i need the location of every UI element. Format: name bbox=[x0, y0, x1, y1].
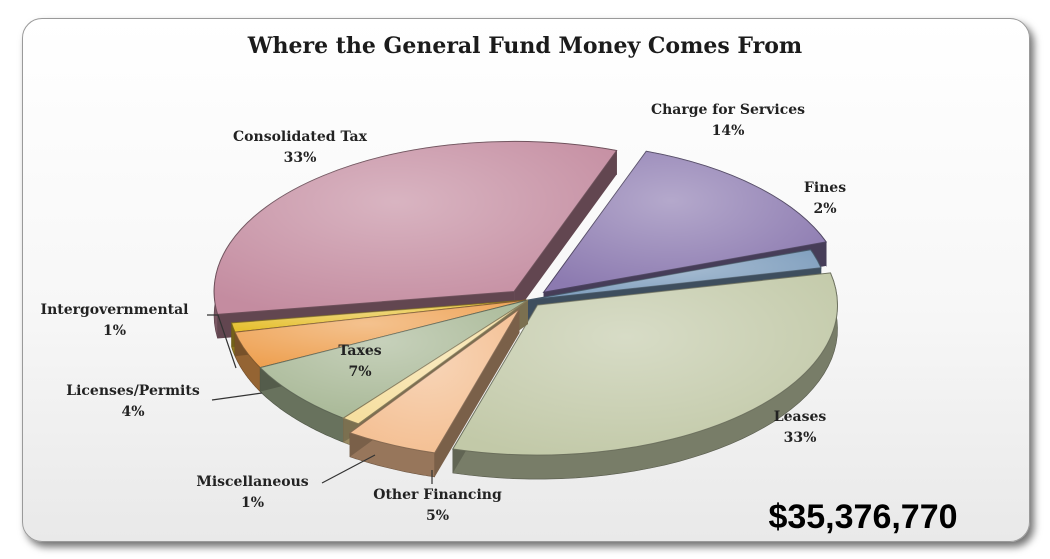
label-name: Consolidated Tax bbox=[233, 129, 367, 145]
label-pct: 4% bbox=[121, 404, 145, 420]
label-pct: 1% bbox=[240, 495, 265, 511]
label-taxes: Taxes 7% bbox=[320, 341, 400, 383]
total-amount: $35,376,770 bbox=[768, 498, 958, 536]
label-fines: Fines 2% bbox=[780, 178, 870, 220]
label-pct: 33% bbox=[283, 150, 317, 166]
label-name: Taxes bbox=[338, 343, 382, 359]
slice-consolidated-tax bbox=[213, 140, 618, 339]
leader-line-licenses-permits bbox=[211, 392, 263, 401]
label-intergovernmental: Intergovernmental 1% bbox=[22, 300, 207, 342]
label-pct: 33% bbox=[783, 430, 817, 446]
label-name: Miscellaneous bbox=[196, 474, 309, 490]
label-consolidated-tax: Consolidated Tax 33% bbox=[210, 127, 390, 169]
label-name: Leases bbox=[773, 409, 827, 425]
label-name: Other Financing bbox=[373, 487, 502, 503]
label-miscellaneous: Miscellaneous 1% bbox=[180, 472, 325, 514]
label-name: Licenses/Permits bbox=[66, 383, 200, 399]
label-name: Intergovernmental bbox=[40, 302, 189, 318]
label-name: Charge for Services bbox=[650, 102, 806, 118]
slice-leases bbox=[451, 272, 838, 480]
label-pct: 2% bbox=[813, 201, 837, 217]
chart-title: Where the General Fund Money Comes From bbox=[247, 33, 803, 59]
leader-line-intergovernmental bbox=[207, 314, 237, 369]
label-other-financing: Other Financing 5% bbox=[350, 485, 525, 527]
label-leases: Leases 33% bbox=[755, 407, 845, 449]
label-licenses-permits: Licenses/Permits 4% bbox=[48, 381, 218, 423]
label-name: Fines bbox=[803, 180, 847, 196]
label-pct: 7% bbox=[348, 364, 372, 380]
label-pct: 5% bbox=[425, 508, 450, 524]
label-pct: 14% bbox=[711, 123, 745, 139]
leader-line-miscellaneous bbox=[321, 454, 376, 484]
slice-other-financing bbox=[348, 308, 520, 478]
label-charge-for-services: Charge for Services 14% bbox=[628, 100, 828, 142]
label-pct: 1% bbox=[102, 323, 127, 339]
